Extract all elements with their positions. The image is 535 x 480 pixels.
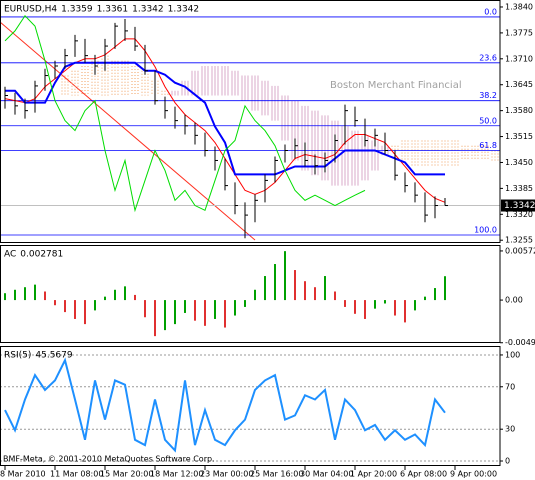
panel-value: 0.002781 [20, 250, 63, 260]
y-tick-label: 1.3775 [505, 28, 533, 37]
x-tick-label: 1 Apr 20:00 [350, 470, 397, 479]
fib-label: 23.6 [479, 53, 497, 62]
y-tick-label: 0.00 [505, 296, 523, 305]
fib-label: 100.0 [474, 226, 497, 235]
x-tick-label: 18 Mar 12:00 [150, 470, 203, 479]
y-tick-label: -0.00497 [505, 338, 535, 347]
current-price-label: 1.3342 [504, 201, 535, 211]
fib-label: 61.8 [479, 141, 497, 150]
y-tick-label: 1.3515 [505, 132, 533, 141]
panel-value: 1.3342 [168, 5, 200, 15]
y-tick-label: 1.3385 [505, 184, 533, 193]
x-tick-label: 6 Apr 08:00 [400, 470, 447, 479]
watermark: Boston Merchant Financial [330, 80, 462, 91]
x-tick-label: 30 Mar 04:00 [300, 470, 353, 479]
y-tick-label: 70 [505, 382, 515, 391]
indicator-line [4, 14, 366, 213]
y-tick-label: 0.005725 [505, 246, 535, 255]
y-tick-label: 0 [505, 457, 510, 466]
x-tick-label: 25 Mar 16:00 [250, 470, 303, 479]
x-tick-label: 15 Mar 20:00 [100, 470, 153, 479]
y-tick-label: 1.3255 [505, 236, 533, 245]
panel-title: EURUSD,H4 [4, 5, 57, 15]
panel-frame [0, 245, 501, 343]
panel-value: 45.5679 [35, 351, 72, 361]
indicator-line [5, 61, 445, 176]
x-tick-label: 23 Mar 00:00 [200, 470, 253, 479]
y-tick-label: 100 [505, 350, 520, 359]
panel-value: 1.3342 [132, 5, 164, 15]
fib-label: 0.0 [484, 7, 497, 16]
current-price-box [501, 199, 535, 212]
rsi-line [4, 357, 446, 453]
trend-line [0, 21, 256, 241]
y-tick-label: 1.3645 [505, 80, 533, 89]
y-tick-label: 1.3320 [505, 210, 533, 219]
x-tick-label: 11 Mar 08:00 [50, 470, 103, 479]
y-tick-label: 1.3450 [505, 158, 533, 167]
panel-frame [0, 346, 501, 466]
panel-value: 1.3359 [61, 5, 93, 15]
panel-title: AC [4, 250, 16, 260]
y-tick-label: 1.3710 [505, 54, 533, 63]
fib-label: 38.2 [479, 91, 497, 100]
y-tick-label: 1.3840 [505, 2, 533, 11]
y-tick-label: 30 [505, 425, 515, 434]
x-tick-label: 8 Mar 2010 [0, 470, 46, 479]
panel-frame [0, 0, 501, 243]
panel-value: 1.3361 [97, 5, 129, 15]
fib-label: 50.0 [479, 116, 497, 125]
y-tick-label: 1.3580 [505, 106, 533, 115]
x-tick-label: 9 Apr 00:00 [450, 470, 497, 479]
panel-title: RSI(5) [4, 351, 31, 361]
indicator-line [4, 38, 446, 203]
footer: BMF-Meta, © 2001-2010 MetaQuotes Softwar… [3, 455, 215, 464]
